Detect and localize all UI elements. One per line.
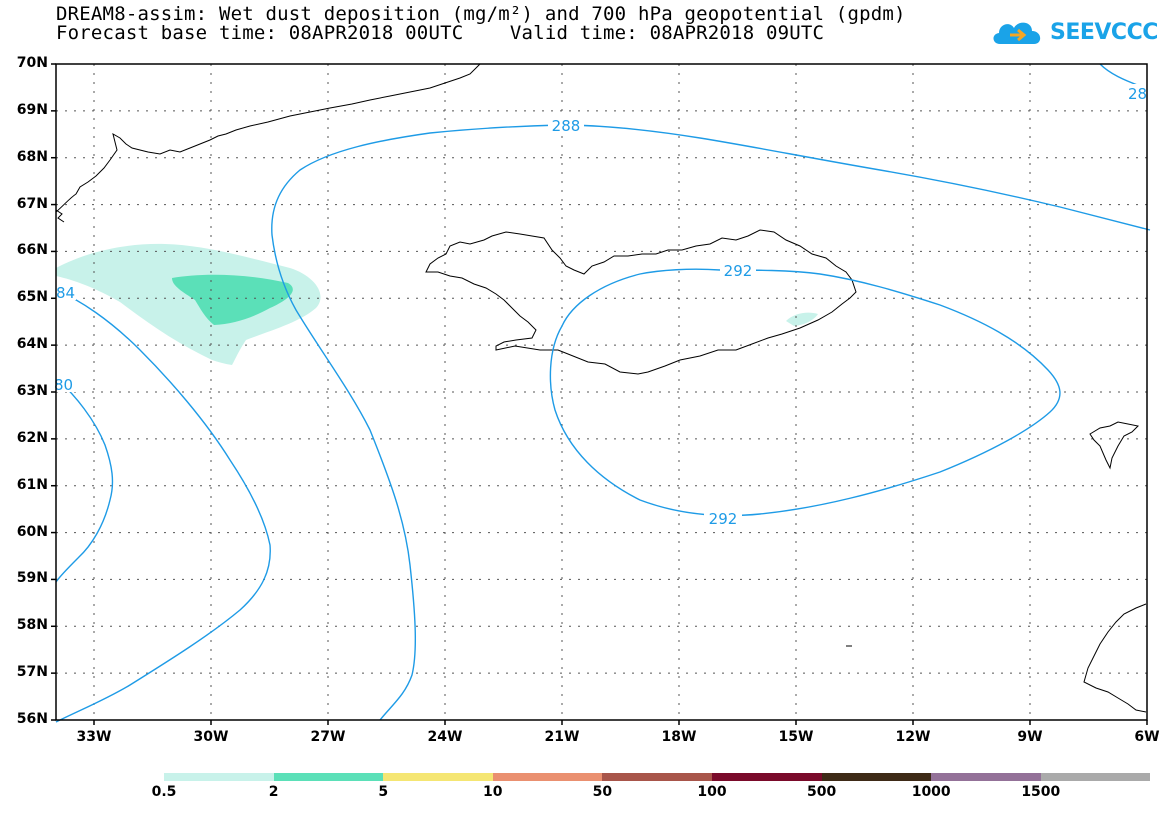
faroe-coast bbox=[1089, 421, 1140, 470]
colorbar-swatch bbox=[273, 773, 384, 781]
lat-lon-grid bbox=[56, 64, 1147, 720]
colorbar-label: 100 bbox=[697, 784, 727, 800]
lat-label: 69N bbox=[16, 101, 48, 118]
lon-label: 15W bbox=[778, 729, 814, 745]
lat-label: 66N bbox=[16, 242, 48, 259]
lon-label: 9W bbox=[1017, 729, 1043, 745]
dust-area-iceland bbox=[786, 312, 818, 326]
colorbar-swatch bbox=[602, 773, 712, 781]
colorbar-label: 500 bbox=[806, 784, 837, 800]
colorbar-label: 1500 bbox=[1021, 784, 1061, 800]
colorbar-label: 50 bbox=[592, 784, 613, 800]
colorbar-label: 2 bbox=[268, 784, 279, 800]
contour-label-292-bottom: 292 bbox=[709, 510, 738, 528]
chart-subtitle: Forecast base time: 08APR2018 00UTC Vali… bbox=[56, 22, 825, 44]
lon-label: 24W bbox=[427, 729, 463, 745]
lat-label: 56N bbox=[16, 711, 48, 727]
scotland-coast bbox=[1083, 603, 1147, 713]
lon-label: 12W bbox=[895, 729, 931, 745]
lat-label: 65N bbox=[16, 289, 48, 306]
lat-label: 59N bbox=[16, 570, 48, 587]
colorbar-swatch bbox=[821, 773, 932, 781]
contour-292 bbox=[549, 268, 1061, 517]
lat-label: 67N bbox=[16, 195, 48, 212]
lon-label: 33W bbox=[76, 729, 112, 745]
lon-label: 21W bbox=[544, 729, 580, 745]
lat-label: 64N bbox=[16, 336, 48, 353]
lon-label: 6W bbox=[1134, 729, 1160, 745]
colorbar-swatch bbox=[383, 773, 493, 781]
colorbar-label: 10 bbox=[483, 784, 503, 800]
cloud-icon bbox=[993, 22, 1041, 44]
logo-text: SEEVCCC bbox=[1050, 19, 1158, 45]
colorbar-swatch bbox=[1040, 773, 1151, 781]
contour-288 bbox=[271, 124, 1151, 721]
lon-label: 18W bbox=[661, 729, 697, 745]
coastlines bbox=[55, 63, 1147, 713]
contour-label-288: 288 bbox=[552, 117, 581, 135]
contour-28x-ne bbox=[1099, 63, 1141, 87]
colorbar-label: 5 bbox=[378, 784, 389, 800]
lat-label: 70N bbox=[16, 55, 48, 71]
lat-label: 68N bbox=[16, 148, 48, 165]
lon-label: 30W bbox=[193, 729, 229, 745]
lat-label: 58N bbox=[16, 617, 48, 634]
lat-label: 61N bbox=[16, 476, 48, 493]
greenland-coast-east bbox=[55, 209, 65, 223]
lat-label: 60N bbox=[16, 523, 48, 540]
chart-title: DREAM8-assim: Wet dust deposition (mg/m²… bbox=[56, 3, 906, 25]
greenland-coast bbox=[55, 63, 481, 213]
lon-label: 27W bbox=[310, 729, 346, 745]
contour-label-ne: 28 bbox=[1128, 85, 1147, 103]
geopotential-contours bbox=[55, 63, 1151, 723]
colorbar-swatch bbox=[931, 773, 1041, 781]
colorbar-label: 0.5 bbox=[151, 784, 177, 800]
lat-label: 63N bbox=[16, 383, 48, 399]
colorbar-swatch bbox=[164, 773, 274, 781]
colorbar-swatch bbox=[492, 773, 603, 781]
contour-label-284: 84 bbox=[56, 284, 75, 302]
colorbar-label: 1000 bbox=[911, 784, 951, 800]
dust-area-medium bbox=[172, 274, 293, 325]
lat-label: 57N bbox=[16, 664, 48, 681]
contour-280 bbox=[55, 379, 114, 583]
iceland-coast bbox=[425, 229, 857, 375]
lat-label: 62N bbox=[16, 429, 48, 446]
contour-284 bbox=[55, 289, 271, 723]
axis-ticks bbox=[51, 63, 1148, 725]
dust-area-light bbox=[56, 243, 321, 365]
colorbar-swatch bbox=[712, 773, 822, 781]
seevccc-logo: SEEVCCC bbox=[990, 16, 1158, 48]
contour-label-292-top: 292 bbox=[724, 262, 753, 280]
contour-label-280: 80 bbox=[54, 376, 73, 394]
